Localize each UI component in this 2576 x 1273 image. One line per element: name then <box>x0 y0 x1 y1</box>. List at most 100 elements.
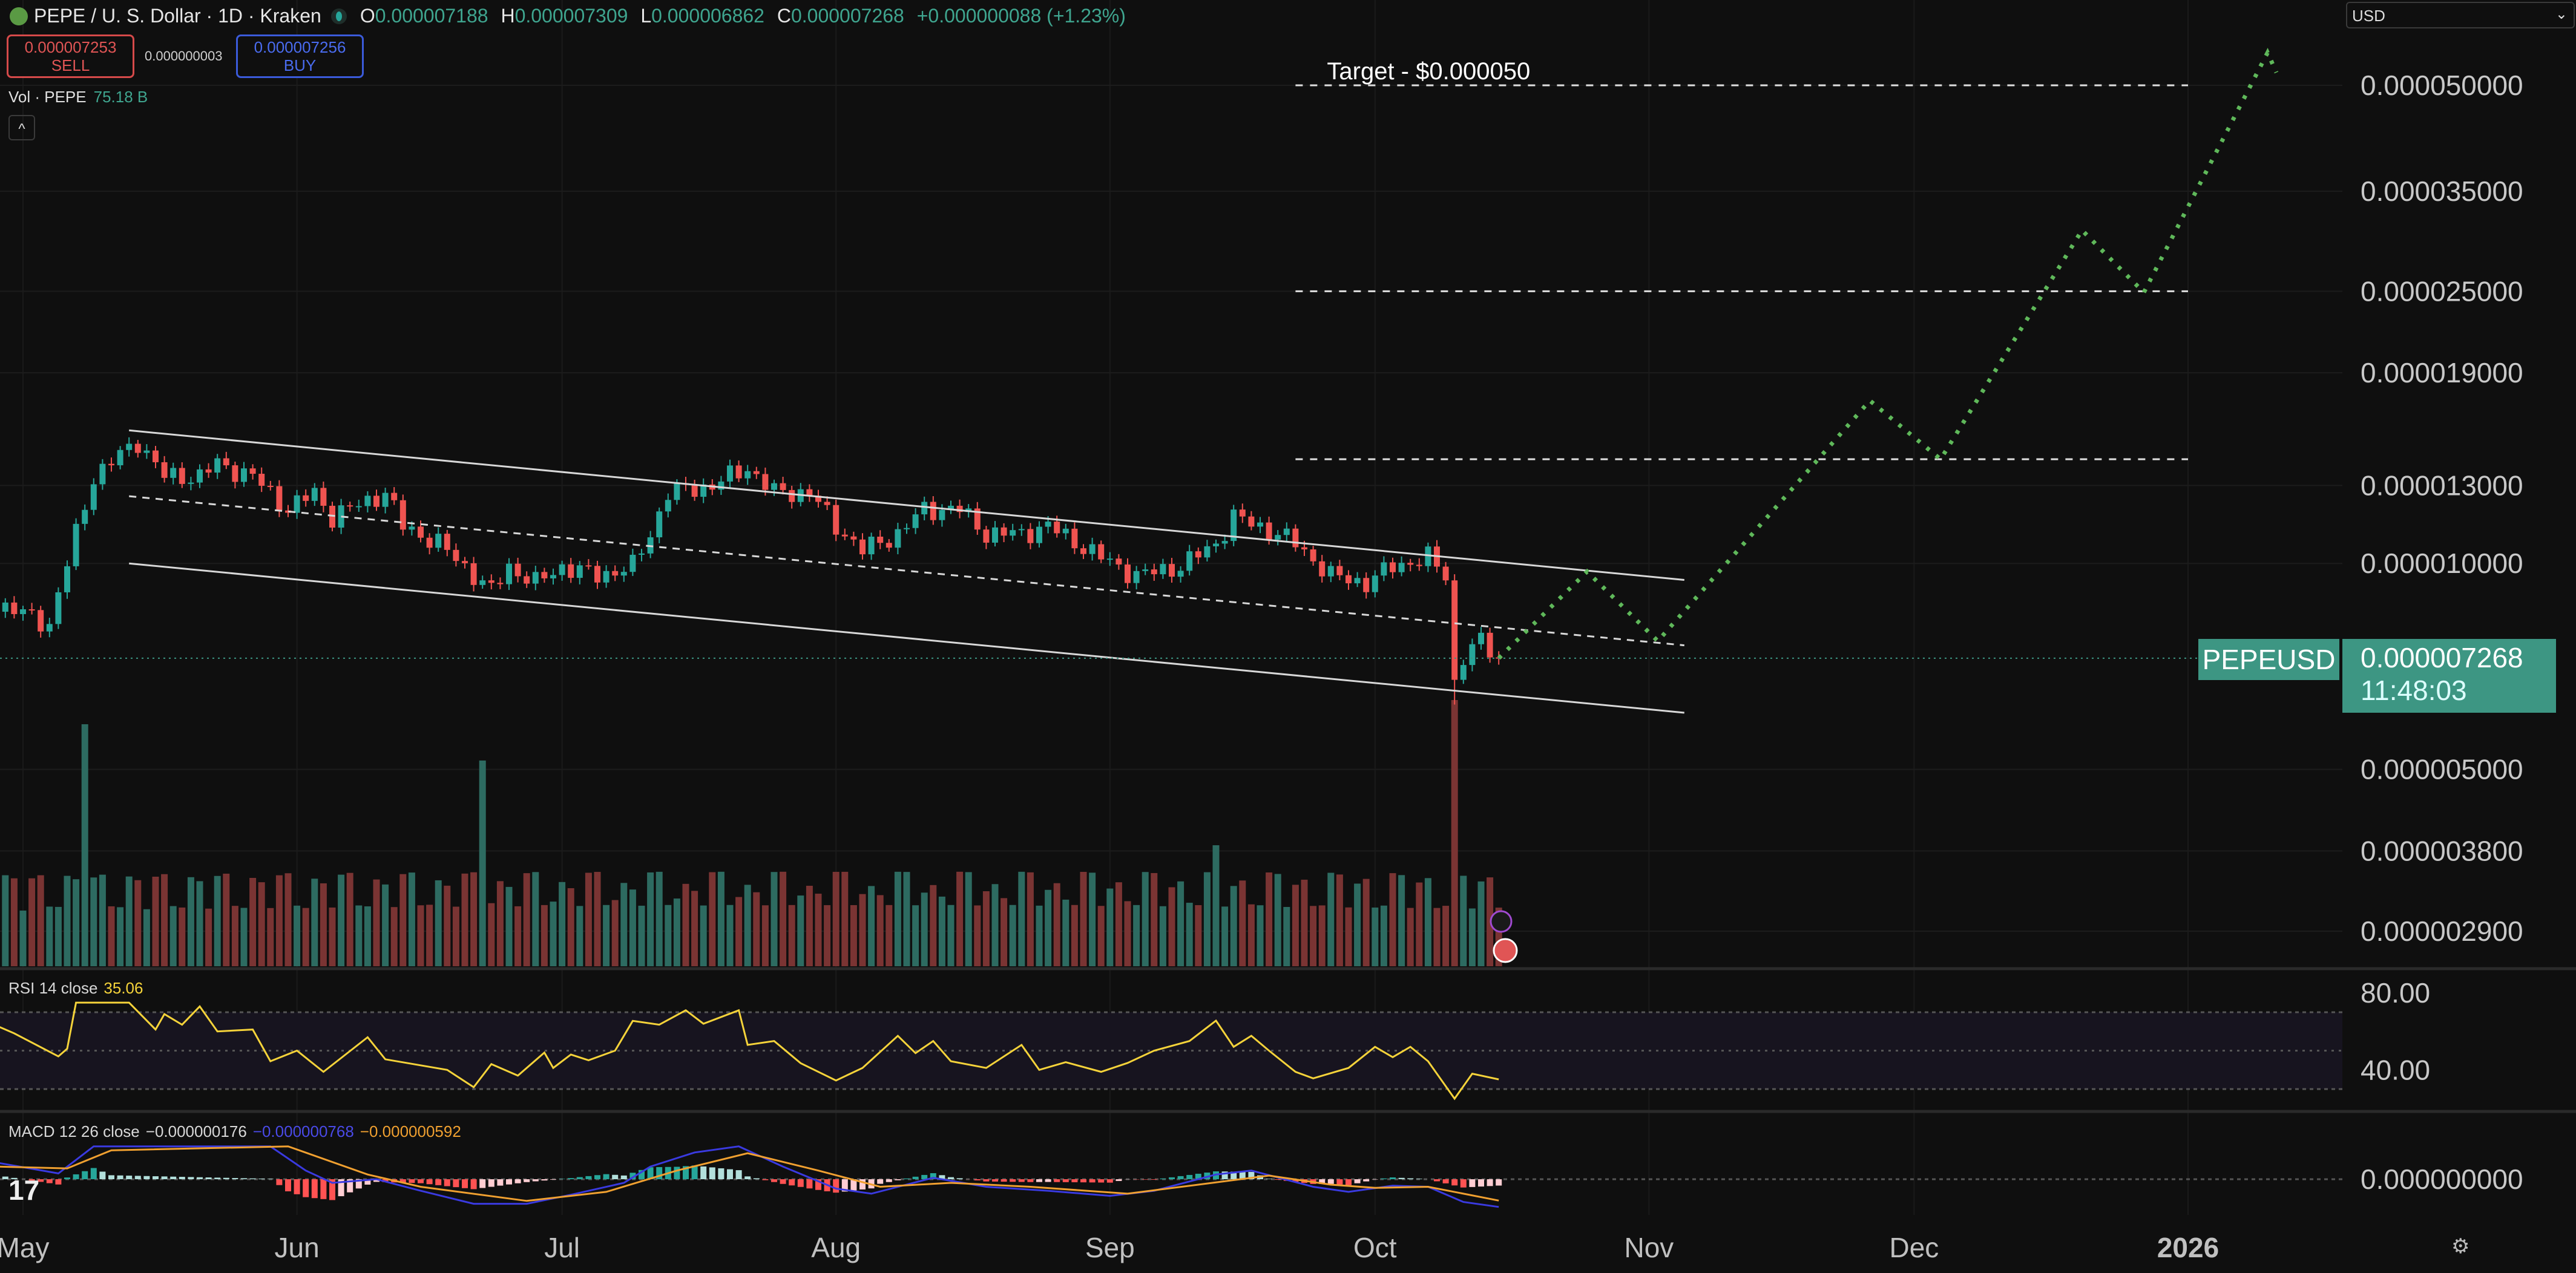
macd-histogram-bar <box>727 1169 733 1179</box>
volume-bar <box>311 879 318 966</box>
candle <box>1327 566 1334 577</box>
macd-histogram-bar <box>841 1179 848 1192</box>
settings-gear-icon[interactable]: ⚙ <box>2451 1235 2470 1258</box>
candle <box>868 536 875 555</box>
macd-histogram-bar <box>64 1177 70 1179</box>
price-axis-label: 0.000002900 <box>2361 915 2523 947</box>
candle <box>550 575 556 578</box>
tradingview-logo-icon[interactable]: 17 <box>8 1174 40 1206</box>
rsi-line <box>0 1001 1499 1101</box>
macd-histogram-bar <box>524 1179 530 1182</box>
symbol-title[interactable]: PEPE / U. S. Dollar · 1D · Kraken <box>34 5 321 27</box>
candle <box>594 566 600 583</box>
macd-legend[interactable]: MACD 12 26 close −0.000000176 −0.000000768… <box>8 1122 461 1141</box>
low-value: 0.000006862 <box>651 5 764 27</box>
volume-value: 75.18 B <box>93 88 148 106</box>
volume-bar <box>1097 906 1105 966</box>
candle <box>1186 551 1193 571</box>
volume-bar <box>461 873 468 966</box>
currency-select[interactable]: USD ⌄ <box>2346 2 2575 28</box>
macd-histogram-bar <box>1027 1179 1034 1182</box>
macd-histogram-bar <box>1354 1179 1361 1183</box>
volume-bar <box>338 874 345 966</box>
volume-bar <box>231 906 238 966</box>
candle <box>691 484 698 497</box>
volume-label: Vol · PEPE <box>8 88 87 106</box>
volume-bar <box>1389 873 1396 966</box>
volume-bar <box>488 903 495 966</box>
time-axis-label: Jul <box>544 1232 580 1263</box>
volume-bar <box>868 886 875 966</box>
candle <box>1106 558 1113 560</box>
macd-histogram-bar <box>815 1179 821 1190</box>
candle <box>1416 565 1422 566</box>
macd-histogram-bar <box>338 1179 344 1197</box>
candle <box>806 489 813 496</box>
market-status-icon[interactable] <box>330 8 347 24</box>
candle <box>612 571 619 576</box>
candle <box>1319 561 1326 577</box>
price-axis-label: 0.000025000 <box>2361 275 2523 307</box>
volume-bar <box>682 883 689 966</box>
macd-histogram-bar <box>232 1178 238 1179</box>
last-price-label: 0.000007268 11:48:03 <box>2342 639 2556 713</box>
candle <box>1036 526 1042 543</box>
macd-histogram-bar <box>700 1166 707 1179</box>
candle <box>762 474 769 490</box>
macd-histogram-bar <box>214 1177 221 1179</box>
candle <box>1027 529 1034 543</box>
volume-bar <box>470 872 478 966</box>
volume-legend[interactable]: Vol · PEPE 75.18 B <box>8 88 148 106</box>
volume-bar <box>850 905 857 966</box>
price-axis-label: 0.000050000 <box>2361 70 2523 101</box>
volume-bar <box>1477 881 1485 966</box>
macd-histogram-bar <box>1151 1179 1157 1180</box>
volume-bar <box>275 875 283 966</box>
candle <box>1292 528 1299 548</box>
macd-histogram-bar <box>82 1171 88 1179</box>
volume-bar <box>1230 886 1237 966</box>
candle <box>930 502 936 520</box>
volume-bar <box>187 877 194 966</box>
volume-bar <box>223 873 230 966</box>
volume-bar <box>390 907 398 966</box>
macd-histogram-bar <box>956 1178 963 1179</box>
volume-bar <box>1283 907 1290 966</box>
open-key: O <box>360 5 375 27</box>
volume-bar <box>665 905 672 966</box>
candle <box>188 482 194 484</box>
candle <box>38 610 44 632</box>
candle <box>249 468 256 474</box>
sell-label: SELL <box>51 56 90 74</box>
volume-bar <box>726 905 734 966</box>
candle <box>258 474 265 486</box>
lightning-event-icon <box>1490 910 1513 933</box>
volume-bar <box>179 907 186 966</box>
candle <box>1336 566 1343 575</box>
chevron-up-icon[interactable]: ^ <box>8 115 35 140</box>
buy-button[interactable]: 0.000007256 BUY <box>236 34 364 78</box>
sell-button[interactable]: 0.000007253 SELL <box>7 34 134 78</box>
candle <box>1407 563 1414 565</box>
volume-bar <box>284 873 292 966</box>
macd-histogram-bar <box>550 1179 556 1180</box>
macd-histogram-bar <box>744 1176 751 1179</box>
macd-histogram-bar <box>1319 1179 1326 1184</box>
volume-bar <box>364 906 371 966</box>
macd-histogram-bar <box>1327 1179 1334 1184</box>
volume-bar <box>435 880 442 966</box>
rsi-legend[interactable]: RSI 14 close 35.06 <box>8 979 143 998</box>
time-axis-label: 2026 <box>2157 1232 2219 1263</box>
macd-histogram-bar <box>992 1179 998 1182</box>
macd-histogram-bar <box>620 1175 627 1179</box>
candle <box>983 529 990 543</box>
candle <box>904 528 910 529</box>
volume-bar <box>1053 883 1060 966</box>
volume-bar <box>991 884 999 966</box>
candle <box>1169 564 1175 577</box>
macd-histogram-bar <box>1442 1179 1449 1183</box>
candle <box>1460 665 1467 680</box>
candle <box>426 537 433 548</box>
candle <box>126 443 133 450</box>
